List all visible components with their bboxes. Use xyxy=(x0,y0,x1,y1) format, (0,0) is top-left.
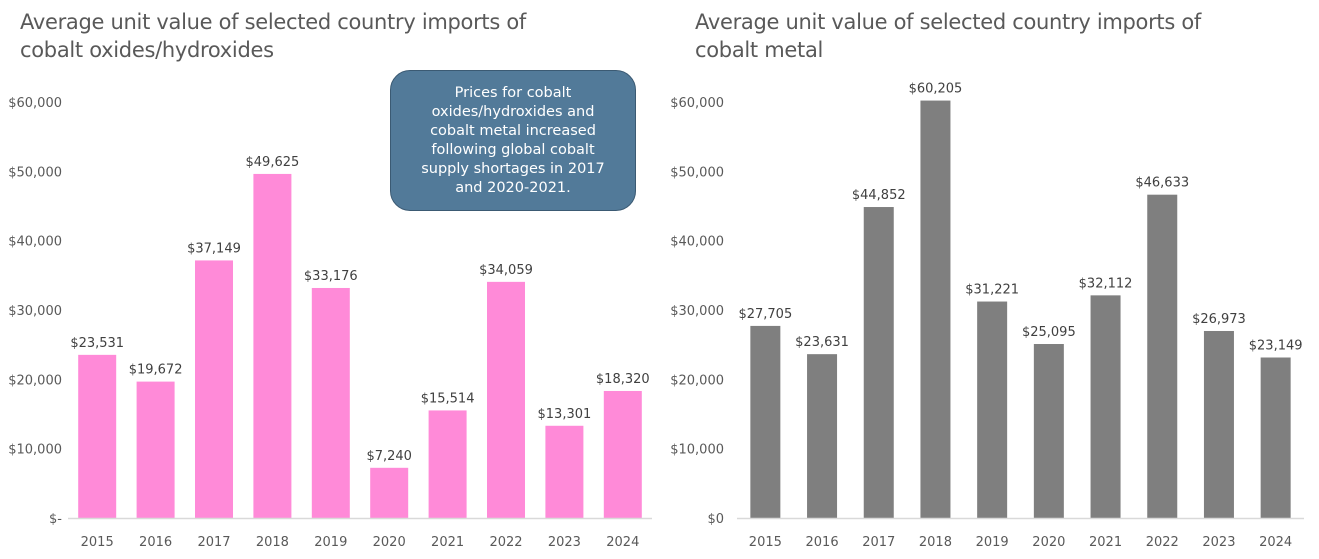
x-tick-label: 2024 xyxy=(606,535,639,550)
data-label: $7,240 xyxy=(366,449,412,464)
bar xyxy=(195,260,233,518)
y-tick-label: $20,000 xyxy=(670,373,724,388)
y-tick-label: $20,000 xyxy=(8,373,62,388)
x-tick-label: 2017 xyxy=(862,535,895,550)
data-label: $46,633 xyxy=(1135,176,1189,191)
data-label: $25,095 xyxy=(1022,325,1076,340)
y-tick-label: $30,000 xyxy=(8,304,62,319)
x-tick-label: 2016 xyxy=(139,535,172,550)
bar xyxy=(807,354,838,518)
x-tick-label: 2022 xyxy=(1146,535,1179,550)
data-label: $27,705 xyxy=(738,307,792,322)
x-tick-label: 2019 xyxy=(976,535,1009,550)
y-tick-label: $0 xyxy=(707,512,724,527)
bar xyxy=(253,173,292,518)
x-tick-label: 2023 xyxy=(548,535,581,550)
data-label: $15,514 xyxy=(421,391,475,406)
bar xyxy=(311,287,350,518)
bar xyxy=(977,301,1008,518)
data-label: $23,149 xyxy=(1249,339,1303,354)
bar xyxy=(1203,330,1234,518)
oxides-bar-chart: $- $10,000 $20,000 $30,000 $40,000 $50,000 $60… xyxy=(8,96,652,550)
chart-title-metal: Average unit value of selected country i… xyxy=(695,10,1202,62)
data-label: $13,301 xyxy=(538,407,592,422)
bar xyxy=(370,467,409,518)
data-label: $37,149 xyxy=(187,241,241,256)
x-tick-label: 2018 xyxy=(256,535,289,550)
y-tick-label: $- xyxy=(49,512,62,527)
bar xyxy=(487,281,525,518)
y-tick-label: $60,000 xyxy=(8,96,62,111)
bar xyxy=(1260,357,1291,518)
bar xyxy=(603,390,642,518)
data-label: $23,631 xyxy=(795,335,849,350)
bar xyxy=(863,207,894,519)
x-tick-label: 2024 xyxy=(1259,535,1292,550)
x-tick-label: 2016 xyxy=(806,535,839,550)
x-tick-label: 2015 xyxy=(81,535,114,550)
data-label: $26,973 xyxy=(1192,312,1246,327)
x-tick-label: 2020 xyxy=(1032,535,1065,550)
data-label: $60,205 xyxy=(909,82,963,97)
y-tick-label: $10,000 xyxy=(670,443,724,458)
bar xyxy=(78,354,117,518)
y-tick-label: $40,000 xyxy=(670,235,724,250)
y-tick-label: $60,000 xyxy=(670,96,724,111)
y-tick-label: $10,000 xyxy=(8,443,62,458)
data-label: $34,059 xyxy=(479,263,533,278)
x-tick-label: 2020 xyxy=(373,535,406,550)
data-label: $44,852 xyxy=(852,188,906,203)
x-tick-label: 2017 xyxy=(197,535,230,550)
bar xyxy=(1033,344,1064,518)
bar xyxy=(545,425,584,518)
data-label: $19,672 xyxy=(129,363,183,378)
bar xyxy=(1147,194,1178,519)
x-tick-label: 2021 xyxy=(1089,535,1122,550)
data-label: $31,221 xyxy=(965,283,1019,298)
x-tick-label: 2019 xyxy=(314,535,347,550)
bar xyxy=(750,325,781,518)
x-tick-label: 2023 xyxy=(1202,535,1235,550)
bar xyxy=(1090,295,1121,518)
x-tick-label: 2018 xyxy=(919,535,952,550)
y-tick-label: $40,000 xyxy=(8,235,62,250)
x-tick-label: 2015 xyxy=(749,535,782,550)
data-label: $49,625 xyxy=(246,155,300,170)
chart-title-oxides: Average unit value of selected country i… xyxy=(20,10,527,62)
y-tick-label: $50,000 xyxy=(670,165,724,180)
data-label: $32,112 xyxy=(1079,276,1133,291)
bar xyxy=(136,381,175,518)
y-tick-label: $50,000 xyxy=(8,165,62,180)
annotation-callout: Prices for cobalt oxides/hydroxides and … xyxy=(390,70,636,211)
bar xyxy=(428,410,467,518)
y-tick-label: $30,000 xyxy=(670,304,724,319)
bar xyxy=(920,100,951,518)
x-tick-label: 2021 xyxy=(431,535,464,550)
data-label: $33,176 xyxy=(304,269,358,284)
x-tick-label: 2022 xyxy=(489,535,522,550)
data-label: $18,320 xyxy=(596,372,650,387)
annotation-text: Prices for cobalt oxides/hydroxides and … xyxy=(421,84,605,196)
data-label: $23,531 xyxy=(70,336,124,351)
